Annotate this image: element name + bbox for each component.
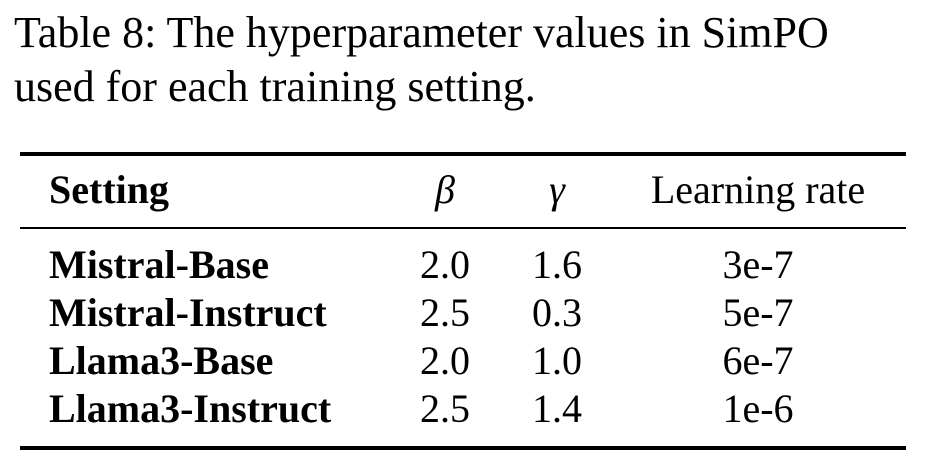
table-row: Mistral-Base 2.0 1.6 3e-7 (0, 241, 930, 289)
header-setting: Setting (49, 167, 169, 212)
row-beta: 2.5 (420, 386, 470, 431)
row-learning-rate: 3e-7 (722, 242, 794, 287)
table-row: Mistral-Instruct 2.5 0.3 5e-7 (0, 289, 930, 337)
header-rule (20, 227, 906, 229)
row-setting: Mistral-Base (49, 242, 269, 287)
header-learning-rate: Learning rate (650, 167, 866, 212)
row-beta: 2.0 (420, 338, 470, 383)
row-gamma: 0.3 (532, 290, 582, 335)
row-gamma: 1.0 (532, 338, 582, 383)
header-row: Setting β γ Learning rate (0, 166, 930, 214)
row-setting: Llama3-Instruct (49, 386, 332, 431)
row-beta: 2.0 (420, 242, 470, 287)
row-gamma: 1.6 (532, 242, 582, 287)
table-row: Llama3-Base 2.0 1.0 6e-7 (0, 337, 930, 385)
row-setting: Llama3-Base (49, 338, 274, 383)
row-beta: 2.5 (420, 290, 470, 335)
bottom-rule (20, 446, 906, 450)
table-caption: Table 8: The hyperparameter values in Si… (14, 8, 829, 111)
row-gamma: 1.4 (532, 386, 582, 431)
row-learning-rate: 1e-6 (722, 386, 794, 431)
header-beta: β (435, 167, 455, 212)
row-learning-rate: 5e-7 (722, 290, 794, 335)
row-setting: Mistral-Instruct (49, 290, 327, 335)
header-gamma: γ (549, 167, 565, 212)
top-rule (20, 152, 906, 156)
row-learning-rate: 6e-7 (722, 338, 794, 383)
table-row: Llama3-Instruct 2.5 1.4 1e-6 (0, 385, 930, 433)
